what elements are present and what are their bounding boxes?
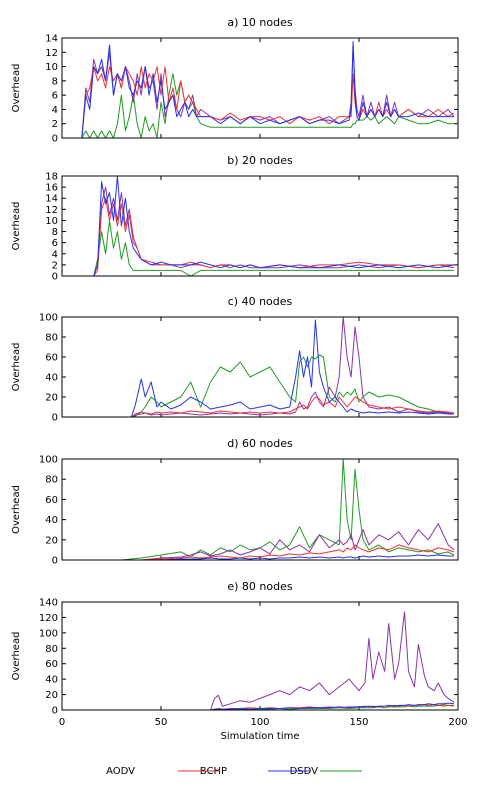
y-tick-label: 6 (52, 238, 58, 249)
y-tick-label: 0 (52, 272, 58, 283)
x-tick-label: 150 (349, 717, 368, 728)
series-line-dsdv (62, 702, 455, 711)
plot-frame (61, 37, 459, 139)
series-line-dsdv (62, 41, 454, 139)
panel-5: e) 80 nodes Overhead 0 20 40 60 80 100 120 140 0 50… (11, 580, 468, 742)
y-tick-label: 0 (52, 413, 58, 424)
series-line-aodv (62, 611, 455, 711)
panel-title: a) 10 nodes (227, 16, 292, 29)
y-tick-label: 2 (52, 260, 58, 271)
series-line-aodv (62, 186, 455, 277)
y-tick-label: 40 (45, 373, 58, 384)
y-tick-label: 14 (45, 194, 58, 205)
x-axis-label: Simulation time (220, 731, 299, 742)
x-tick-label: 100 (250, 717, 269, 728)
series-line-aodv (62, 316, 455, 418)
panel-1: a) 10 nodes Overhead 0 2 4 6 8 10 12 14 (11, 16, 459, 145)
plot-frame (61, 175, 459, 277)
series-line-dsdv (62, 554, 454, 561)
y-tick-label: 10 (45, 216, 58, 227)
y-tick-label: 12 (45, 48, 58, 59)
panel-title: c) 40 nodes (228, 295, 293, 308)
y-tick-label: 60 (45, 495, 58, 506)
y-tick-label: 8 (52, 227, 58, 238)
y-tick-label: 120 (39, 613, 58, 624)
y-tick-label: 0 (52, 706, 58, 717)
y-tick-label: 4 (52, 249, 58, 260)
y-tick-label: 2 (52, 119, 58, 130)
y-axis-label: Overhead (11, 202, 22, 251)
y-tick-label: 100 (39, 628, 58, 639)
legend-label: AODV (106, 766, 135, 777)
panel-title: b) 20 nodes (227, 154, 293, 167)
legend: AODV BCHP DSDV (106, 766, 362, 777)
y-tick-label: 16 (45, 183, 58, 194)
plot-frame (61, 601, 459, 711)
y-tick-label: 8 (52, 76, 58, 87)
y-tick-label: 4 (52, 105, 58, 116)
y-tick-label: 80 (45, 333, 58, 344)
series-line-dsdv (62, 175, 455, 277)
y-tick-label: 140 (39, 598, 58, 609)
x-tick-label: 0 (59, 717, 65, 728)
y-tick-label: 10 (45, 62, 58, 73)
y-tick-label: 14 (45, 34, 58, 45)
y-tick-label: 80 (45, 475, 58, 486)
series-line-bchp (62, 66, 455, 139)
y-tick-label: 100 (39, 313, 58, 324)
plot-frame (61, 316, 459, 418)
panel-4: d) 60 nodes Overhead 0 20 40 60 80 100 (11, 437, 459, 567)
y-tick-label: 80 (45, 644, 58, 655)
y-tick-label: 40 (45, 515, 58, 526)
panel-title: e) 80 nodes (227, 580, 293, 593)
y-axis-label: Overhead (11, 485, 22, 534)
x-tick-label: 200 (448, 717, 467, 728)
series-line-series-4 (62, 73, 454, 139)
y-tick-label: 100 (39, 455, 58, 466)
y-axis-label: Overhead (11, 343, 22, 392)
y-tick-label: 0 (52, 556, 58, 567)
series-line-series-4 (62, 458, 455, 561)
y-tick-label: 18 (45, 172, 58, 183)
series-line-bchp (62, 544, 455, 561)
x-tick-label: 50 (155, 717, 168, 728)
series-line-series-4 (62, 354, 455, 418)
y-tick-label: 0 (52, 134, 58, 145)
y-tick-label: 40 (45, 675, 58, 686)
series-line-bchp (62, 396, 455, 418)
series-line-dsdv (62, 319, 454, 418)
y-tick-label: 20 (45, 690, 58, 701)
series-line-aodv (62, 44, 455, 139)
y-tick-label: 12 (45, 205, 58, 216)
panel-3: c) 40 nodes Overhead 0 20 40 60 80 100 (11, 295, 459, 424)
y-tick-label: 60 (45, 659, 58, 670)
y-tick-label: 6 (52, 91, 58, 102)
series-line-aodv (62, 523, 455, 561)
panel-title: d) 60 nodes (227, 437, 293, 450)
y-axis-label: Overhead (11, 64, 22, 113)
y-tick-label: 20 (45, 393, 58, 404)
y-tick-label: 60 (45, 353, 58, 364)
y-tick-label: 20 (45, 535, 58, 546)
series-line-bchp (62, 197, 454, 277)
y-axis-label: Overhead (11, 632, 22, 681)
plot-frame (61, 458, 459, 561)
